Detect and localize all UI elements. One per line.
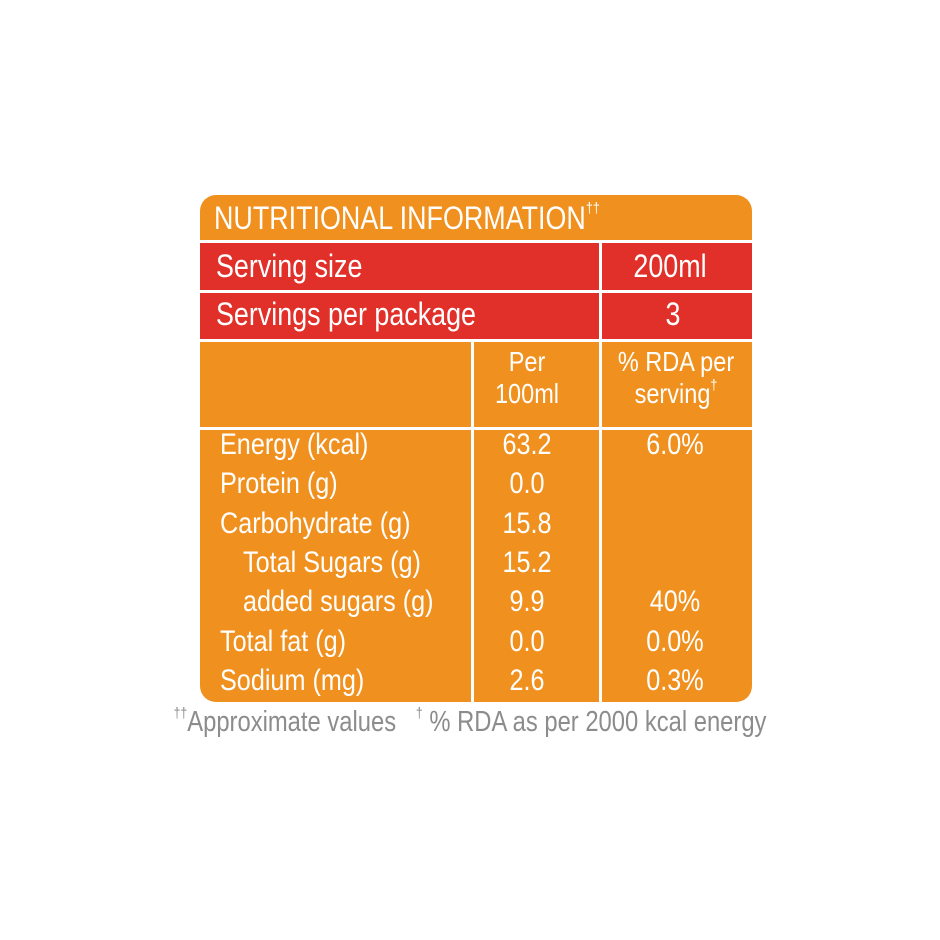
per-100ml-header: Per 100ml [489, 346, 565, 410]
header-line: % RDA per [617, 346, 735, 377]
row-label: Total fat (g) [220, 624, 347, 658]
column-rule [599, 240, 602, 702]
serving-size-label: Serving size [216, 248, 363, 284]
serving-size-value: 200ml [633, 248, 707, 284]
header-line: serving [634, 378, 711, 409]
row-label: added sugars (g) [243, 585, 434, 619]
title-text: NUTRITIONAL INFORMATION [214, 200, 586, 236]
title-mark: †† [585, 200, 600, 217]
rda-value: 0.3% [646, 663, 704, 697]
row-label: Sodium (mg) [220, 663, 365, 697]
per-100ml-value: 15.8 [502, 506, 552, 540]
per-100ml-value: 15.2 [502, 545, 552, 579]
footnote: ††Approximate values † % RDA as per 2000… [108, 706, 831, 739]
row-label: Protein (g) [220, 467, 338, 501]
servings-value: 3 [665, 296, 681, 332]
per-100ml-value: 63.2 [502, 428, 552, 461]
servings-band [200, 293, 752, 341]
header-mark: † [710, 377, 718, 394]
title: NUTRITIONAL INFORMATION†† [214, 201, 673, 235]
rule [200, 427, 752, 430]
footnote-text: Approximate values [187, 706, 397, 738]
column-rule [471, 339, 474, 702]
header-line: 100ml [494, 378, 560, 409]
per-100ml-value: 9.9 [509, 585, 545, 619]
servings-label: Servings per package [216, 296, 476, 332]
row-label: Energy (kcal) [220, 428, 369, 461]
per-100ml-value: 0.0 [509, 467, 545, 501]
serving-band [200, 243, 752, 291]
rda-value: 0.0% [646, 624, 704, 658]
rda-value: 40% [649, 585, 701, 619]
rule [200, 240, 752, 243]
footnote-text: % RDA as per 2000 kcal energy [429, 706, 767, 738]
rule [200, 290, 752, 293]
header-line: Per [508, 346, 546, 377]
footnote-mark: † [415, 705, 423, 722]
rda-header: % RDA per serving† [607, 346, 746, 410]
row-label: Carbohydrate (g) [220, 506, 411, 540]
footnote-mark: †† [173, 705, 188, 722]
per-100ml-value: 2.6 [509, 663, 545, 697]
per-100ml-value: 0.0 [509, 624, 545, 658]
rda-value: 6.0% [646, 428, 704, 461]
rule [200, 339, 752, 342]
row-label: Total Sugars (g) [243, 545, 421, 579]
